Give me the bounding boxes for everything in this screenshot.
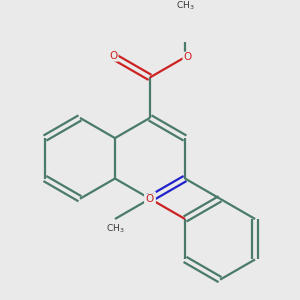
Text: CH$_3$: CH$_3$ bbox=[176, 0, 194, 13]
Text: CH$_3$: CH$_3$ bbox=[106, 222, 124, 235]
Text: O: O bbox=[183, 52, 191, 62]
Text: N: N bbox=[145, 192, 155, 205]
Text: O: O bbox=[146, 194, 154, 204]
Text: O: O bbox=[110, 51, 118, 61]
